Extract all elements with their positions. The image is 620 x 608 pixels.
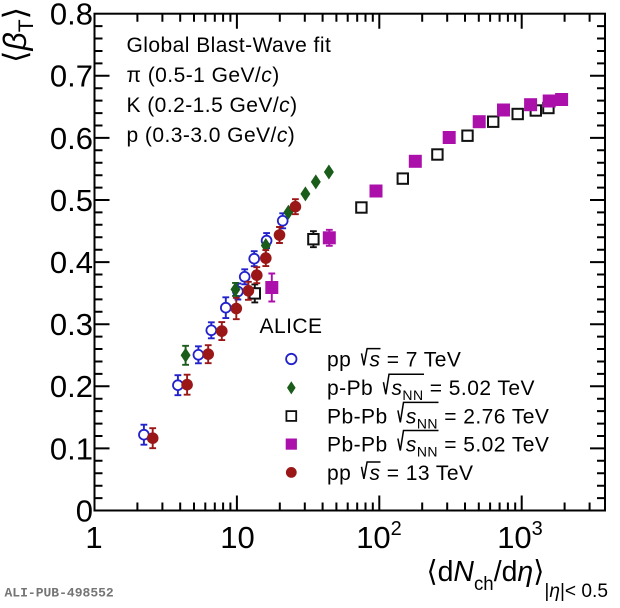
svg-text:Global Blast-Wave fit: Global Blast-Wave fit <box>127 34 332 57</box>
svg-text:Pb-Pb √sNN = 2.76 TeV: Pb-Pb √sNN = 2.76 TeV <box>327 405 549 431</box>
svg-text:p (0.3-3.0 GeV/c): p (0.3-3.0 GeV/c) <box>127 124 296 147</box>
svg-text:π (0.5-1 GeV/c): π (0.5-1 GeV/c) <box>127 64 280 87</box>
svg-text:p-Pb √sNN = 5.02 TeV: p-Pb √sNN = 5.02 TeV <box>327 377 535 403</box>
svg-text:0: 0 <box>76 493 93 528</box>
svg-text:pp √s = 13 TeV: pp √s = 13 TeV <box>327 462 473 485</box>
svg-text:Pb-Pb √sNN = 5.02 TeV: Pb-Pb √sNN = 5.02 TeV <box>327 434 549 460</box>
svg-text:0.8: 0.8 <box>50 0 93 32</box>
svg-text:ALICE: ALICE <box>260 315 323 338</box>
svg-text:ALI-PUB-498552: ALI-PUB-498552 <box>5 586 114 601</box>
svg-text:⟨βT⟩: ⟨βT⟩ <box>0 7 38 63</box>
svg-text:0.2: 0.2 <box>50 369 93 404</box>
svg-text:0.1: 0.1 <box>50 431 93 466</box>
svg-text:0.5: 0.5 <box>50 183 93 218</box>
svg-text:0.3: 0.3 <box>50 307 93 342</box>
svg-text:1: 1 <box>85 520 102 555</box>
svg-text:0.6: 0.6 <box>50 121 93 156</box>
svg-text:K (0.2-1.5 GeV/c): K (0.2-1.5 GeV/c) <box>127 94 298 117</box>
svg-text:pp √s = 7 TeV: pp √s = 7 TeV <box>327 348 461 371</box>
svg-text:10: 10 <box>220 520 254 555</box>
svg-text:0.7: 0.7 <box>50 59 93 94</box>
svg-text:0.4: 0.4 <box>50 245 93 280</box>
